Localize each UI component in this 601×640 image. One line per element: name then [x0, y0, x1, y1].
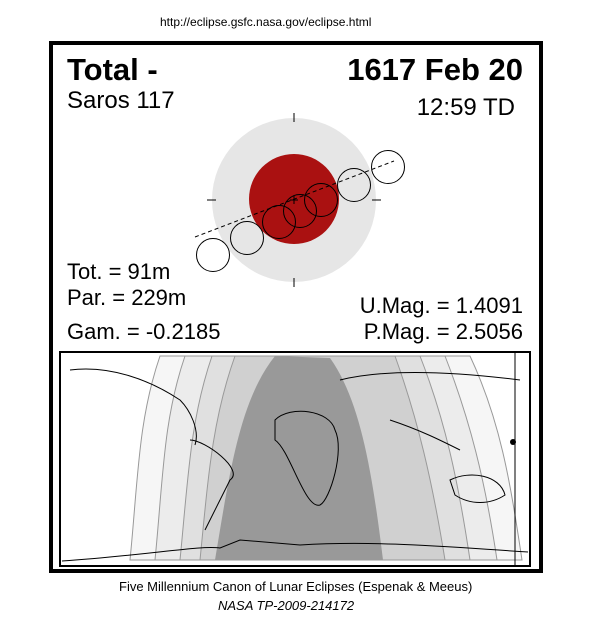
publication-id: NASA TP-2009-214172 [218, 598, 355, 613]
eclipse-panel [49, 41, 543, 573]
eclipse-time: 12:59 TD [416, 94, 515, 121]
moon-positions [196, 150, 405, 272]
eclipse-type: Total - [67, 52, 158, 87]
totality-duration: Tot. = 91m [67, 259, 171, 284]
source-url[interactable]: http://eclipse.gsfc.nasa.gov/eclipse.htm… [160, 15, 372, 29]
canon-credit: Five Millennium Canon of Lunar Eclipses … [119, 579, 473, 594]
penumbral-magnitude: P.Mag. = 2.5056 [363, 319, 523, 344]
saros-number: Saros 117 [67, 87, 175, 114]
umbral-magnitude: U.Mag. = 1.4091 [359, 293, 523, 318]
gamma: Gam. = -0.2185 [67, 319, 221, 344]
eclipse-date: 1617 Feb 20 [347, 52, 523, 87]
visibility-map [59, 351, 531, 567]
partial-duration: Par. = 229m [67, 285, 187, 310]
